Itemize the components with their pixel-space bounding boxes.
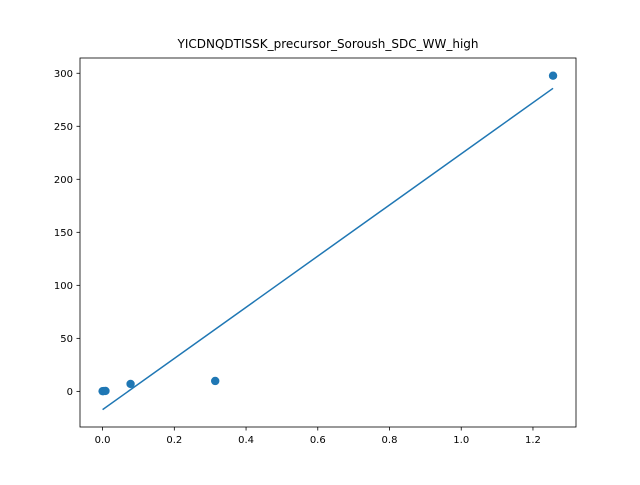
data-point: [101, 386, 110, 396]
data-point: [548, 71, 558, 80]
chart-title: YICDNQDTISSK_precursor_Soroush_SDC_WW_hi…: [176, 37, 478, 51]
x-tick-label: 1.0: [453, 435, 469, 446]
series-layer: [98, 71, 558, 411]
x-tick-label: 1.2: [525, 435, 541, 446]
y-tick-label: 150: [54, 228, 73, 239]
fit-line: [102, 87, 554, 411]
x-axis: 0.0 0.2 0.4 0.6 0.8 1.0 1.2: [95, 427, 541, 446]
data-point: [211, 376, 220, 386]
x-tick-label: 0.0: [95, 435, 111, 446]
axes-frame: [79, 57, 577, 428]
y-tick-label: 0: [67, 387, 73, 398]
y-tick-label: 250: [54, 122, 73, 133]
x-tick-label: 0.4: [238, 435, 254, 446]
x-tick-label: 0.8: [382, 435, 398, 446]
plot-frame: [79, 57, 577, 428]
y-tick-label: 50: [60, 334, 73, 345]
x-tick-label: 0.6: [310, 435, 326, 446]
y-tick-label: 200: [54, 175, 73, 186]
x-tick-label: 0.2: [166, 435, 182, 446]
y-axis: 0 50 100 150 200 250 300: [54, 69, 80, 398]
data-point: [126, 379, 135, 389]
y-tick-label: 100: [54, 281, 73, 292]
y-tick-label: 300: [54, 69, 73, 80]
